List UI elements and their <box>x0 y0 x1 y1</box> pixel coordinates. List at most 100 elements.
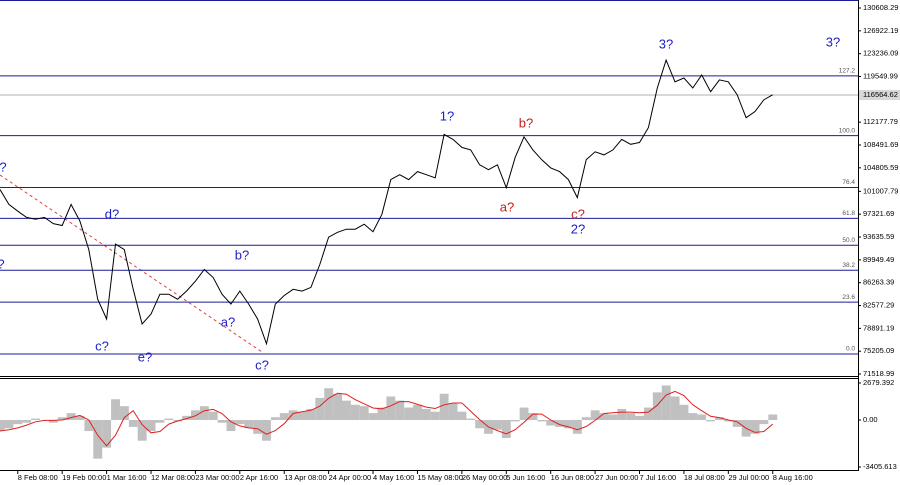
x-tick-label: 24 Apr 00:00 <box>329 473 372 482</box>
histogram-bar <box>670 396 680 420</box>
histogram-bar <box>306 408 316 420</box>
histogram-bar <box>217 419 227 423</box>
y-tick-label: 97321.69 <box>863 209 894 218</box>
histogram-bar <box>31 418 41 420</box>
wave-label: a? <box>500 199 514 214</box>
wave-label: a? <box>221 314 235 329</box>
histogram-bar <box>564 419 573 429</box>
x-tick-label: 8 Feb 08:00 <box>18 473 58 482</box>
x-tick-label: 7 Jul 16:00 <box>640 473 677 482</box>
trend-line <box>0 174 263 353</box>
histogram-bar <box>22 419 32 423</box>
fib-label: 50.0 <box>842 237 855 244</box>
histogram-bar <box>244 419 254 429</box>
histogram-bar <box>253 419 263 434</box>
y-tick-label: 82577.29 <box>863 301 894 310</box>
histogram-bar <box>430 411 440 420</box>
wave-label: 1? <box>440 108 454 123</box>
histogram-bar <box>528 413 538 420</box>
y-tick-label: 104805.59 <box>863 163 898 172</box>
histogram-bar <box>608 414 618 420</box>
y-tick-label: -3405.613 <box>863 462 897 471</box>
fib-label: 127.2 <box>839 68 856 75</box>
histogram-bar <box>688 413 698 420</box>
histogram-bar <box>421 408 431 420</box>
histogram-bar <box>350 404 360 420</box>
histogram-bar <box>715 417 724 420</box>
histogram-bar <box>404 407 414 420</box>
y-tick-label: 71518.99 <box>863 369 894 378</box>
histogram-bar <box>279 413 289 420</box>
histogram-bar <box>501 419 511 438</box>
histogram-bar <box>359 406 369 420</box>
histogram-bar <box>439 393 449 420</box>
histogram-bar <box>768 414 778 420</box>
current-price-label: 116564.62 <box>863 90 898 99</box>
histogram-bar <box>199 406 209 420</box>
histogram-bar <box>164 418 174 420</box>
histogram-bar <box>111 399 120 420</box>
x-tick-label: 13 Apr 08:00 <box>284 473 327 482</box>
histogram-bar <box>235 419 245 425</box>
histogram-bar <box>626 413 636 420</box>
wave-label: c? <box>571 206 585 221</box>
fib-label: 0.0 <box>846 346 855 353</box>
histogram-bar <box>341 400 351 420</box>
fib-label: 76.4 <box>842 179 855 186</box>
x-tick-label: 23 Mar 00:00 <box>195 473 239 482</box>
fib-label: 38.2 <box>842 262 855 269</box>
y-tick-label: 86263.39 <box>863 278 894 287</box>
fib-label: 61.8 <box>842 210 855 217</box>
x-tick-label: 16 Jun 08:00 <box>551 473 594 482</box>
histogram-bar <box>643 407 653 420</box>
y-tick-label: 75205.09 <box>863 346 894 355</box>
histogram-bar <box>137 419 147 441</box>
histogram-bar <box>66 413 76 420</box>
x-tick-label: 15 May 08:00 <box>417 473 462 482</box>
histogram-bar <box>590 410 600 420</box>
x-tick-label: 18 Jul 08:00 <box>684 473 725 482</box>
x-tick-label: 1 Mar 16:00 <box>107 473 147 482</box>
histogram-bar <box>732 419 742 427</box>
wave-label: ? <box>0 159 7 174</box>
wave-label: e? <box>138 349 152 364</box>
y-tick-label: 112177.79 <box>863 117 898 126</box>
histogram-bar <box>537 419 547 422</box>
x-tick-label: 19 Feb 00:00 <box>62 473 106 482</box>
histogram-bar <box>386 396 396 420</box>
histogram-bar <box>546 419 556 426</box>
histogram-bar <box>191 410 200 420</box>
histogram-bar <box>492 419 502 430</box>
histogram-bar <box>679 404 689 420</box>
x-tick-label: 2 Apr 16:00 <box>240 473 278 482</box>
histogram-bar <box>581 417 591 420</box>
x-tick-label: 29 Jul 00:00 <box>728 473 769 482</box>
wave-label: ? <box>0 256 5 271</box>
y-tick-label: 130608.29 <box>863 3 898 12</box>
wave-label: 3? <box>659 36 673 51</box>
histogram-bar <box>759 419 769 425</box>
wave-label: d? <box>105 206 119 221</box>
wave-label: b? <box>519 115 533 130</box>
histogram-bar <box>75 415 85 420</box>
x-tick-label: 4 May 16:00 <box>373 473 414 482</box>
histogram-bar <box>119 406 129 420</box>
histogram-bar <box>297 411 307 420</box>
y-tick-label: 0.00 <box>863 415 878 424</box>
histogram-bar <box>395 400 405 420</box>
histogram-bar <box>288 410 298 420</box>
fib-label: 23.6 <box>842 294 855 301</box>
y-tick-label: 108491.69 <box>863 140 898 149</box>
wave-label: b? <box>235 247 249 262</box>
histogram-bar <box>93 419 103 459</box>
y-tick-label: 93635.59 <box>863 232 894 241</box>
histogram-bar <box>617 408 627 420</box>
histogram-bar <box>457 411 467 420</box>
histogram-bar <box>262 419 271 441</box>
histogram-bar <box>723 419 733 422</box>
y-tick-label: 123236.09 <box>863 49 898 58</box>
histogram-bar <box>572 419 582 434</box>
histogram-bar <box>57 417 67 420</box>
histogram-bar <box>13 419 23 425</box>
